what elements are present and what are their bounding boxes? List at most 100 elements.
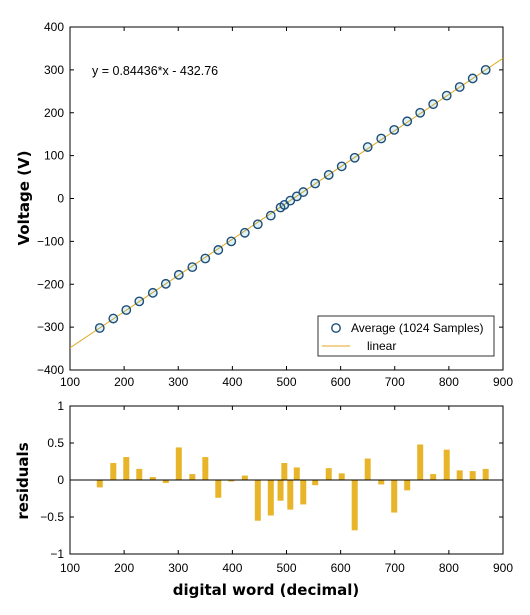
bottom-x-tick-label: 900 bbox=[493, 561, 513, 575]
data-point bbox=[121, 305, 132, 315]
residual-bar bbox=[391, 480, 398, 513]
data-point bbox=[362, 142, 373, 152]
bottom-x-tick-label: 600 bbox=[331, 561, 351, 575]
residual-bar bbox=[378, 480, 385, 485]
bottom-x-tick-label: 100 bbox=[60, 561, 80, 575]
residual-bar bbox=[189, 474, 196, 480]
residual-bar bbox=[417, 444, 424, 480]
bottom-x-tick-label: 400 bbox=[222, 561, 242, 575]
residual-bar bbox=[96, 480, 103, 488]
legend-label-linear: linear bbox=[367, 339, 396, 353]
data-point bbox=[187, 262, 198, 272]
data-point bbox=[265, 210, 276, 221]
residual-bar bbox=[404, 480, 411, 491]
residual-bar bbox=[149, 477, 156, 480]
residual-bar bbox=[254, 480, 261, 521]
data-point bbox=[441, 90, 452, 101]
data-point bbox=[173, 269, 184, 280]
residual-bar bbox=[267, 480, 274, 516]
residual-bar bbox=[277, 480, 284, 501]
data-point bbox=[239, 227, 250, 238]
data-point bbox=[376, 133, 387, 144]
residual-bar bbox=[351, 480, 358, 531]
top-y-tick-label: −400 bbox=[37, 363, 64, 377]
residual-bar bbox=[241, 475, 248, 480]
top-y-tick-label: 200 bbox=[44, 106, 64, 120]
top-points bbox=[94, 64, 491, 333]
residual-bar bbox=[281, 462, 288, 480]
bottom-y-tick-label: 0 bbox=[57, 473, 64, 487]
residual-bar bbox=[300, 480, 307, 505]
residual-bar bbox=[110, 462, 117, 480]
data-point bbox=[402, 116, 413, 127]
legend: Average (1024 Samples) linear bbox=[317, 315, 495, 357]
residual-bar bbox=[202, 457, 209, 480]
top-x-tick-label: 100 bbox=[60, 375, 80, 389]
top-x-tick-label: 600 bbox=[331, 375, 351, 389]
top-x-tick-label: 400 bbox=[222, 375, 242, 389]
data-point bbox=[415, 107, 426, 118]
data-point bbox=[323, 170, 334, 180]
data-point bbox=[336, 161, 347, 172]
data-point bbox=[349, 152, 360, 163]
top-x-tick-label: 500 bbox=[276, 375, 296, 389]
top-y-tick-label: 400 bbox=[44, 20, 64, 34]
data-point bbox=[213, 245, 224, 255]
residual-bars bbox=[96, 444, 489, 531]
x-axis-label: digital word (decimal) bbox=[173, 581, 359, 599]
data-point bbox=[134, 296, 145, 307]
top-y-tick-label: 0 bbox=[57, 192, 64, 206]
data-point bbox=[252, 219, 263, 230]
legend-box bbox=[317, 315, 495, 357]
bottom-y-axis-label: residuals bbox=[14, 442, 32, 519]
residual-bar bbox=[482, 468, 489, 480]
residual-bar bbox=[215, 480, 222, 498]
bottom-y-tick-label: −1 bbox=[50, 547, 64, 561]
legend-label-average: Average (1024 Samples) bbox=[351, 321, 484, 335]
top-y-tick-label: 100 bbox=[44, 149, 64, 163]
bottom-x-tick-label: 500 bbox=[276, 561, 296, 575]
residual-bar bbox=[456, 470, 463, 480]
bottom-ticks: 100 200 300 400 500 600 700 800 900 1 0.5 0 −0.5 −1 bbox=[40, 399, 513, 575]
data-point bbox=[480, 64, 491, 75]
data-point bbox=[454, 82, 465, 92]
data-point bbox=[226, 236, 237, 247]
top-x-tick-label: 300 bbox=[168, 375, 188, 389]
top-x-tick-label: 800 bbox=[439, 375, 459, 389]
top-y-tick-label: −100 bbox=[37, 234, 64, 248]
bottom-panel: 100 200 300 400 500 600 700 800 900 1 0.5 0 −0.5 −1 r… bbox=[14, 399, 513, 599]
top-ticks: 100 200 300 400 500 600 700 800 900 400 300 200 100 0… bbox=[37, 20, 513, 389]
top-y-axis-label: Voltage (V) bbox=[15, 151, 33, 246]
residual-bar bbox=[293, 467, 300, 480]
data-point bbox=[428, 99, 439, 110]
data-point bbox=[298, 187, 309, 197]
bottom-y-tick-label: −0.5 bbox=[40, 510, 64, 524]
top-panel: 100 200 300 400 500 600 700 800 900 400 300 200 100 0… bbox=[15, 20, 513, 389]
residual-bar bbox=[136, 468, 143, 480]
data-point bbox=[389, 124, 400, 135]
top-x-tick-label: 200 bbox=[114, 375, 134, 389]
bottom-y-tick-label: 1 bbox=[57, 399, 64, 413]
residual-bar bbox=[287, 480, 294, 510]
top-y-tick-label: −200 bbox=[37, 277, 64, 291]
residual-bar bbox=[325, 468, 332, 480]
residual-bar bbox=[228, 480, 235, 482]
bottom-x-tick-label: 300 bbox=[168, 561, 188, 575]
data-point bbox=[467, 73, 478, 84]
residual-bar bbox=[443, 449, 450, 480]
residual-bar bbox=[123, 457, 130, 480]
data-point bbox=[310, 178, 321, 189]
residual-bar bbox=[430, 474, 437, 480]
top-x-tick-label: 700 bbox=[385, 375, 405, 389]
bottom-x-tick-label: 200 bbox=[114, 561, 134, 575]
top-y-tick-label: 300 bbox=[44, 63, 64, 77]
residual-bar bbox=[162, 480, 169, 483]
residual-bar bbox=[338, 473, 345, 480]
bottom-x-tick-label: 800 bbox=[439, 561, 459, 575]
residual-bar bbox=[469, 471, 476, 480]
data-point bbox=[94, 323, 105, 333]
bottom-x-tick-label: 700 bbox=[385, 561, 405, 575]
residual-bar bbox=[364, 458, 371, 480]
data-point bbox=[108, 313, 119, 324]
